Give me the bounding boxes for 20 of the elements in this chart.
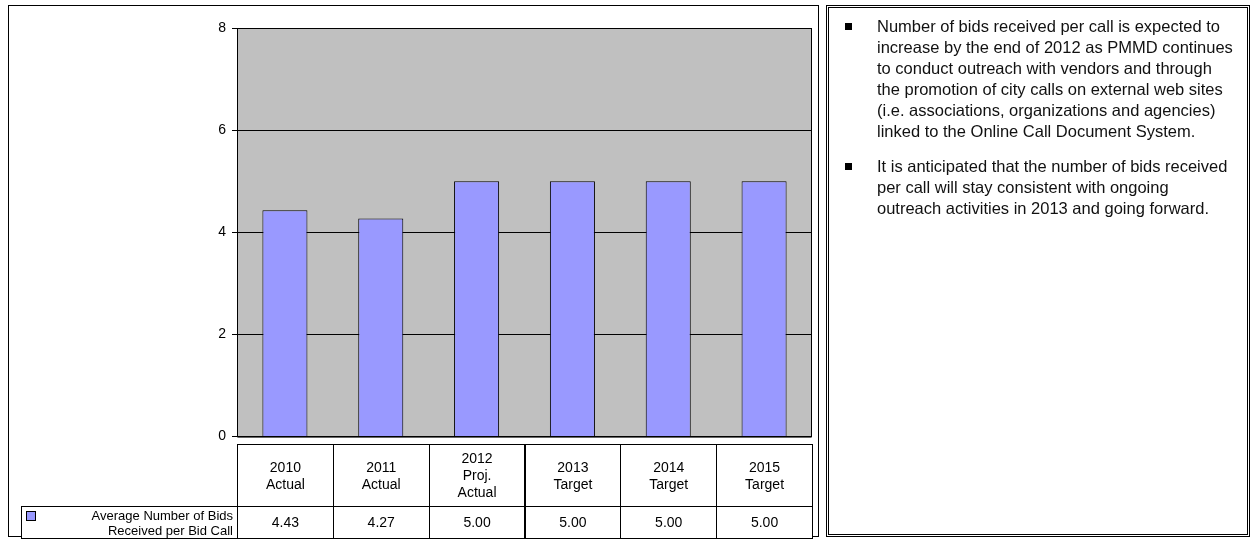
y-tick-label: 8 [218, 18, 227, 35]
text: It is anticipated that the number of bids received per call will stay consistent with ongoing outreach activities in 2013 and going forward. [876, 156, 1229, 219]
text: Average Number of Bids Received per Bid Call [90, 507, 233, 538]
data-label: 5.00 [428, 506, 526, 539]
y-tick-label: 6 [218, 121, 227, 138]
x-tick-label: 2010 Actual [237, 444, 334, 507]
x-tick-label: 2011 Actual [332, 444, 430, 507]
x-tick-label: 2013 Target [524, 444, 622, 507]
data-label: 5.00 [620, 506, 718, 539]
x-tick-label: 2012 Proj. Actual [428, 444, 526, 507]
data-label: 4.27 [332, 506, 430, 539]
y-tick-label: 0 [218, 427, 227, 444]
x-tick-label: 2014 Target [620, 444, 718, 507]
data-label: 5.00 [524, 506, 622, 539]
data-label: 4.43 [237, 506, 334, 539]
x-tick-label: 2015 Target [716, 444, 813, 507]
data-label: 5.00 [716, 506, 813, 539]
y-tick-label: 2 [218, 325, 227, 342]
text: Number of bids received per call is expected to increase by the end of 2012 as PMMD continues to conduct outreach with vendors and through the promotion of city calls on external web sites (i.e. associations, organizations and agencies) linked to the Online Call Document System. [876, 16, 1234, 142]
y-tick-label: 4 [218, 223, 227, 240]
